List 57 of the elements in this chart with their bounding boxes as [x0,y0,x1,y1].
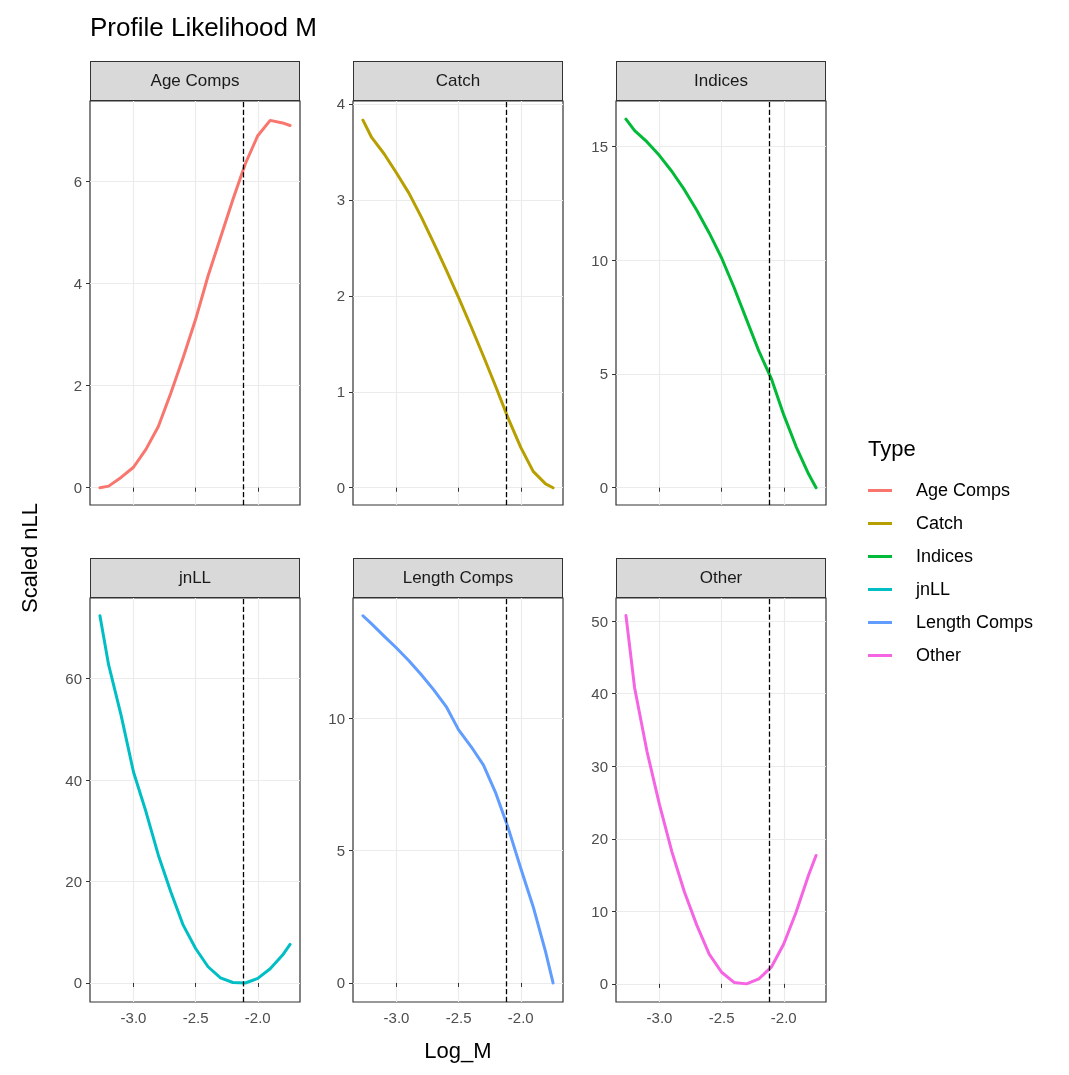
text: Catch [435,71,481,90]
text: Length Comps [402,568,514,587]
line-series [624,117,818,490]
y-tick-label: 0 [599,975,608,993]
y-tick-label: 6 [73,173,82,191]
y-tick-label: 0 [73,479,82,497]
y-tick-label: 0 [336,974,345,992]
y-axis-title: Scaled nLL [17,501,43,616]
y-tick-label: 10 [591,902,608,920]
y-tick-label: 2 [336,287,345,305]
text: jnLL [178,568,212,587]
y-tick-label: 15 [591,138,608,155]
line-series [361,614,555,985]
x-tick-label: -2.0 [770,1009,797,1026]
x-tick-label: -2.0 [244,1009,271,1026]
y-tick-label: 40 [591,685,608,703]
y-tick-label: 0 [599,479,608,497]
y-tick-label: 0 [73,974,82,992]
y-tick-label: 10 [328,709,345,727]
y-tick-label: 30 [591,757,608,775]
text: Other [699,568,743,587]
y-tick-label: 50 [591,612,608,630]
line-series [361,118,555,490]
y-tick-label: 0 [336,479,345,497]
x-tick-label: -2.5 [182,1009,209,1026]
y-tick-label: 4 [73,275,82,293]
line-series [98,118,292,490]
x-tick-label: -3.0 [383,1009,410,1026]
y-tick-label: 60 [65,670,82,688]
legend-label: jnLL [916,579,951,600]
x-tick-label: -2.0 [507,1009,534,1026]
legend-label: Catch [916,513,964,534]
legend-label: Indices [916,546,974,567]
chart-title: Profile Likelihood M [90,12,317,43]
x-tick-label: -3.0 [646,1009,673,1026]
y-tick-label: 40 [65,771,82,789]
text: Indices [694,71,748,90]
x-tick-label: -2.5 [445,1009,472,1026]
y-tick-label: 10 [591,251,608,269]
y-tick-label: 3 [336,191,345,209]
y-tick-label: 5 [599,365,608,383]
legend-label: Other [916,645,962,666]
legend-label: Length Comps [916,612,1034,633]
legend-label: Age Comps [916,480,1011,501]
y-tick-label: 5 [336,842,345,860]
line-series [98,614,292,985]
legend-title: Type [868,436,917,462]
y-tick-label: 1 [336,383,345,401]
y-tick-label: 4 [336,95,345,113]
x-axis-title: Log_M [423,1038,493,1064]
y-tick-label: 2 [73,377,82,395]
text: Age Comps [150,71,240,90]
line-series [624,613,818,986]
x-tick-label: -3.0 [120,1009,147,1026]
y-tick-label: 20 [65,873,82,891]
x-tick-label: -2.5 [708,1009,735,1026]
y-tick-label: 20 [591,830,608,848]
